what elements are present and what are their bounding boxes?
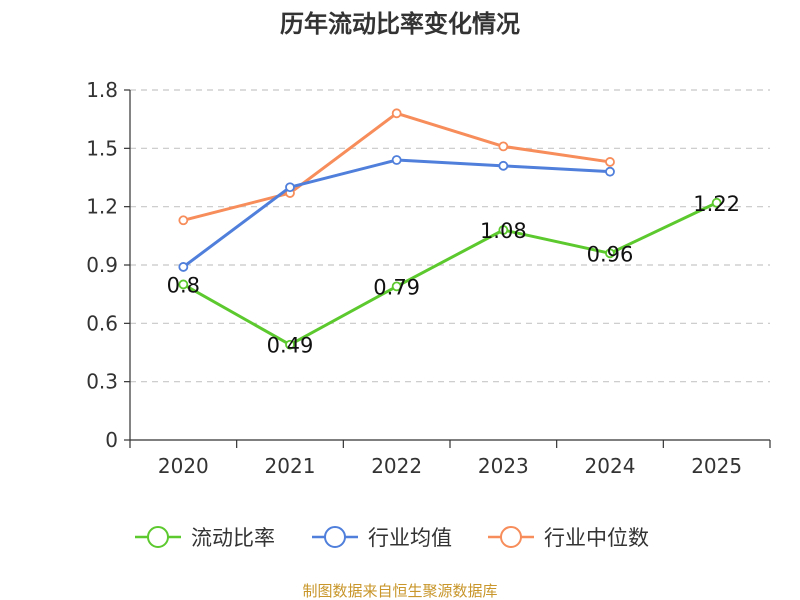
data-label: 0.96 bbox=[587, 242, 634, 266]
data-point bbox=[605, 166, 615, 177]
legend-marker bbox=[324, 526, 346, 548]
legend-label: 行业中位数 bbox=[544, 526, 649, 550]
data-point bbox=[391, 108, 402, 119]
data-point bbox=[391, 155, 402, 165]
data-label: 1.08 bbox=[480, 219, 527, 243]
legend-marker bbox=[147, 526, 169, 548]
y-tick-label: 0.6 bbox=[86, 311, 118, 335]
data-label: 1.22 bbox=[693, 192, 740, 216]
data-point bbox=[178, 215, 189, 226]
data-point bbox=[391, 281, 402, 292]
legend-marker bbox=[500, 526, 522, 548]
x-tick-label: 2020 bbox=[158, 454, 209, 478]
y-tick-label: 1.2 bbox=[86, 195, 118, 219]
data-label: 0.8 bbox=[167, 273, 200, 297]
data-point bbox=[605, 248, 615, 259]
legend-label: 流动比率 bbox=[191, 526, 275, 550]
legend-label: 行业均值 bbox=[368, 526, 452, 550]
data-point bbox=[178, 262, 189, 272]
source-note: 制图数据来自恒生聚源数据库 bbox=[302, 582, 497, 600]
y-tick-label: 0.9 bbox=[86, 253, 118, 277]
series-group bbox=[178, 108, 722, 350]
y-tick-label: 1.5 bbox=[86, 136, 118, 160]
data-label: 0.79 bbox=[373, 275, 420, 299]
y-axis-ticks: 0 0.3 0.6 0.9 1.2 1.5 1.8 bbox=[86, 78, 130, 452]
y-tick-label: 0.3 bbox=[86, 370, 118, 394]
x-tick-label: 2022 bbox=[371, 454, 422, 478]
series-line bbox=[182, 201, 718, 347]
data-point bbox=[605, 157, 615, 167]
data-point bbox=[285, 182, 295, 193]
data-point bbox=[711, 197, 722, 208]
chart-title: 历年流动比率变化情况 bbox=[280, 10, 520, 38]
y-tick-label: 1.8 bbox=[86, 78, 118, 102]
x-tick-label: 2025 bbox=[691, 454, 742, 478]
data-point bbox=[498, 141, 509, 152]
data-point bbox=[498, 225, 509, 235]
legend-item[interactable]: 行业均值 bbox=[312, 526, 452, 550]
x-tick-label: 2024 bbox=[585, 454, 636, 478]
legend-item[interactable]: 流动比率 bbox=[135, 526, 275, 550]
grid-lines bbox=[130, 89, 770, 383]
legend[interactable]: 流动比率 行业均值 行业中位数 bbox=[135, 526, 649, 550]
x-tick-label: 2023 bbox=[478, 454, 529, 478]
legend-item[interactable]: 行业中位数 bbox=[488, 526, 649, 550]
series-line bbox=[182, 158, 611, 269]
data-point bbox=[285, 339, 295, 350]
x-axis-ticks: 2020 2021 2022 2023 2024 2025 bbox=[129, 440, 771, 478]
data-label: 0.49 bbox=[267, 334, 314, 358]
data-point bbox=[178, 279, 189, 290]
data-point bbox=[498, 160, 509, 171]
x-tick-label: 2021 bbox=[265, 454, 316, 478]
data-labels: 0.8 0.49 0.79 1.08 0.96 1.22 bbox=[167, 192, 740, 358]
y-tick-label: 0 bbox=[105, 428, 118, 452]
